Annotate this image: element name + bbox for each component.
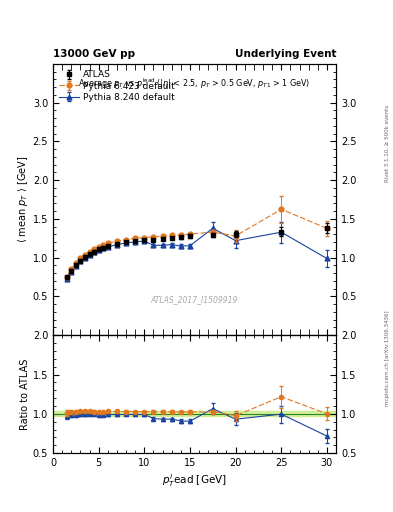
Y-axis label: $\langle$ mean $p_T$ $\rangle$ [GeV]: $\langle$ mean $p_T$ $\rangle$ [GeV] (16, 156, 30, 243)
Text: ATLAS_2017_I1509919: ATLAS_2017_I1509919 (151, 295, 238, 305)
Text: 13000 GeV pp: 13000 GeV pp (53, 49, 135, 59)
Text: Rivet 3.1.10, ≥ 500k events: Rivet 3.1.10, ≥ 500k events (385, 105, 389, 182)
Text: Average $p_T$ vs $p_T^{\rm lead}$ ($|\eta|$ < 2.5, $p_T$ > 0.5 GeV, $p_{T1}$ > 1: Average $p_T$ vs $p_T^{\rm lead}$ ($|\et… (79, 76, 310, 91)
X-axis label: $p_T^l$ead [GeV]: $p_T^l$ead [GeV] (162, 472, 227, 489)
Text: Underlying Event: Underlying Event (235, 49, 336, 59)
Text: mcplots.cern.ch [arXiv:1306.3436]: mcplots.cern.ch [arXiv:1306.3436] (385, 311, 389, 406)
Legend: ATLAS, Pythia 6.423 default, Pythia 8.240 default: ATLAS, Pythia 6.423 default, Pythia 8.24… (57, 69, 176, 103)
Bar (53, 412, 336, 416)
Y-axis label: Ratio to ATLAS: Ratio to ATLAS (20, 358, 30, 430)
